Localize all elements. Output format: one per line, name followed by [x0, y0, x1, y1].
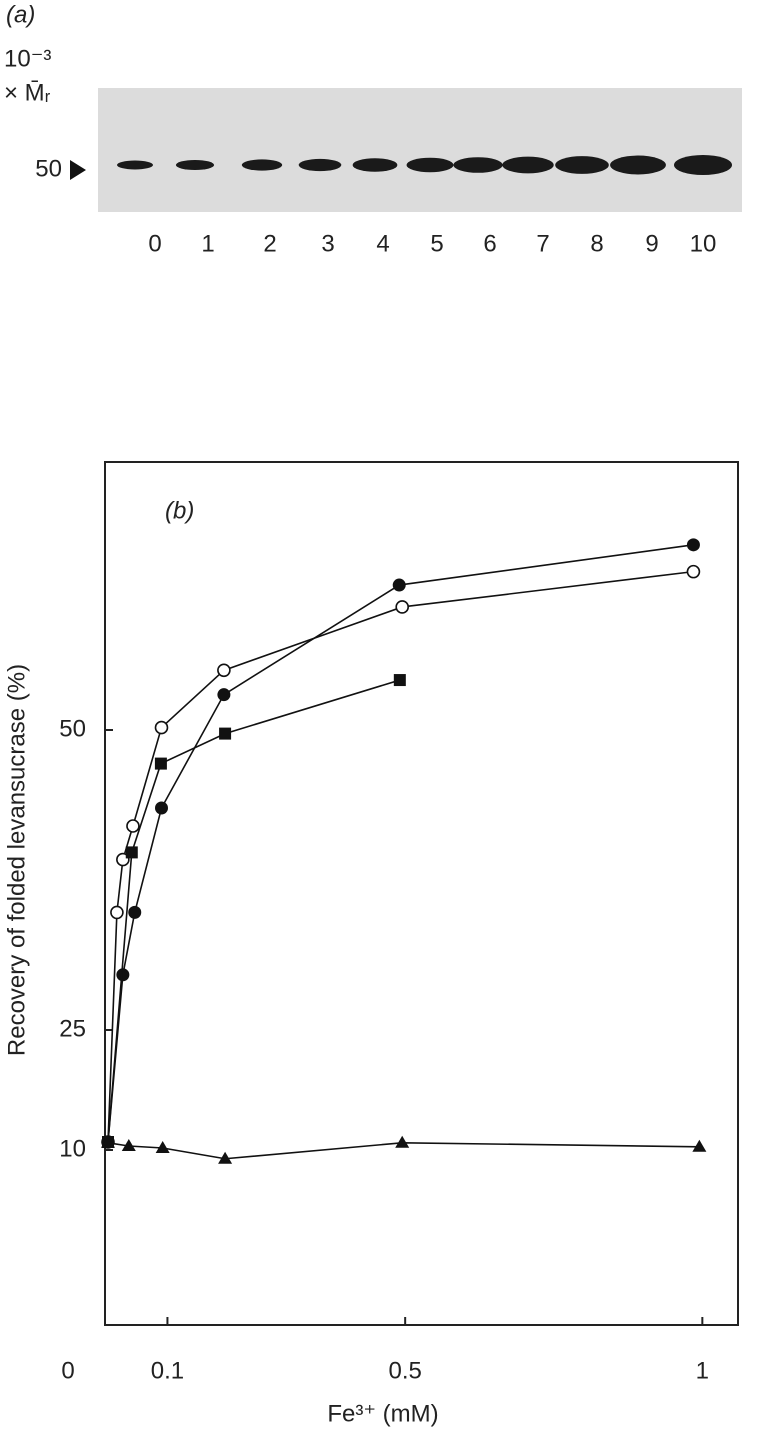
lane-label: 10 — [690, 230, 717, 257]
marker — [217, 663, 231, 678]
marker — [154, 757, 167, 770]
marker — [125, 846, 138, 859]
x-tick-label: 0 — [61, 1357, 74, 1384]
marker — [154, 720, 169, 735]
gel-marker-arrow — [70, 160, 86, 180]
lane-label: 6 — [483, 230, 496, 257]
panel-label: (b) — [165, 497, 194, 524]
gel-band — [555, 156, 609, 174]
gel-band — [502, 156, 554, 174]
lane-label: 2 — [263, 230, 276, 257]
x-tick-label: 0.1 — [151, 1357, 184, 1384]
marker — [686, 564, 701, 579]
marker — [128, 905, 142, 919]
lane-label: 7 — [536, 230, 549, 257]
gel-band — [406, 157, 454, 173]
marker — [121, 1139, 136, 1151]
gel — [98, 88, 742, 212]
marker — [126, 819, 140, 833]
gel-band — [453, 157, 503, 173]
marker — [219, 727, 232, 740]
y-tick-label: 10 — [59, 1135, 86, 1162]
gel-band — [117, 160, 153, 170]
plot: 10 25 50 0 0.1 0.5 1 — [59, 538, 709, 1384]
marker — [392, 578, 406, 592]
gel-axis-label: × M̄ᵣ — [4, 79, 51, 106]
lane-label: 8 — [590, 230, 603, 257]
marker — [116, 968, 130, 982]
panel-label: (a) — [6, 1, 35, 28]
lane-label: 4 — [376, 230, 389, 257]
series-line — [107, 679, 401, 1143]
gel-axis-label: 10⁻³ — [4, 45, 51, 72]
x-axis-label: Fe³⁺ (mM) — [327, 1400, 438, 1427]
gel-band — [241, 159, 283, 171]
marker — [101, 1135, 115, 1148]
gel-band — [175, 159, 215, 171]
gel-marker-label: 50 — [35, 155, 62, 182]
x-tick-label: 1 — [696, 1357, 709, 1384]
marker — [217, 688, 231, 702]
y-axis-label: Recovery of folded levansucrase (%) — [3, 664, 30, 1056]
marker — [393, 674, 406, 687]
gel-band — [298, 158, 342, 172]
x-tick-label: 0.5 — [388, 1357, 421, 1384]
marker — [218, 1151, 233, 1164]
marker — [155, 1141, 170, 1153]
gel-band — [352, 158, 398, 172]
marker — [692, 1139, 707, 1152]
marker — [110, 905, 124, 920]
marker — [395, 600, 409, 614]
plot-frame — [104, 461, 739, 1326]
gel-band — [674, 155, 732, 175]
lane-label: 5 — [430, 230, 443, 257]
marker — [686, 538, 700, 552]
marker — [154, 801, 168, 815]
series-line — [107, 544, 694, 1143]
marker — [395, 1135, 410, 1148]
series-line — [107, 570, 694, 1143]
y-tick-label: 25 — [59, 1015, 86, 1042]
lane-label: 3 — [321, 230, 334, 257]
lane-label: 9 — [645, 230, 658, 257]
gel-lanes: 0 1 2 3 4 5 6 7 8 9 10 — [117, 155, 732, 257]
gel-band — [610, 155, 666, 175]
lane-label: 1 — [201, 230, 214, 257]
y-tick-label: 50 — [59, 715, 86, 742]
lane-label: 0 — [148, 230, 161, 257]
